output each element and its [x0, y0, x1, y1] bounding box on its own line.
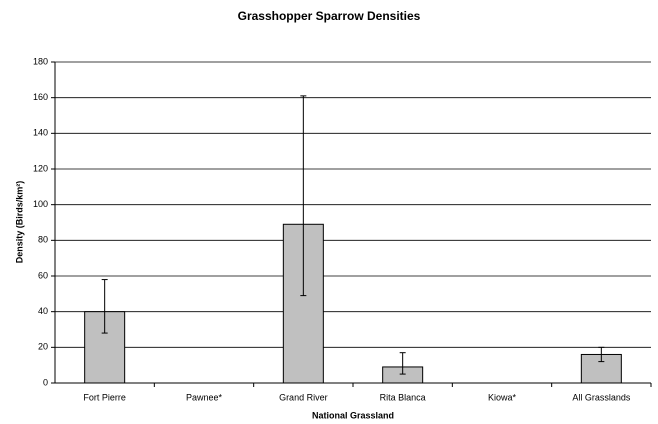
y-tick-label: 160 [33, 92, 48, 102]
y-tick-label: 120 [33, 163, 48, 173]
x-tick-label: Fort Pierre [83, 392, 126, 402]
y-tick-label: 20 [38, 342, 48, 352]
y-tick-label: 180 [33, 56, 48, 66]
x-tick-label: Pawnee* [186, 392, 223, 402]
x-tick-label: Kiowa* [488, 392, 517, 402]
x-tick-label: All Grasslands [572, 392, 631, 402]
x-axis-title: National Grassland [312, 410, 394, 420]
y-tick-label: 0 [43, 377, 48, 387]
chart-title: Grasshopper Sparrow Densities [238, 9, 421, 23]
y-tick-label: 40 [38, 306, 48, 316]
x-tick-label: Grand River [279, 392, 328, 402]
y-axis-title: Density (Birds/km²) [14, 181, 24, 264]
y-tick-label: 60 [38, 270, 48, 280]
x-tick-label: Rita Blanca [380, 392, 426, 402]
y-tick-label: 140 [33, 128, 48, 138]
y-tick-label: 100 [33, 199, 48, 209]
y-tick-label: 80 [38, 235, 48, 245]
